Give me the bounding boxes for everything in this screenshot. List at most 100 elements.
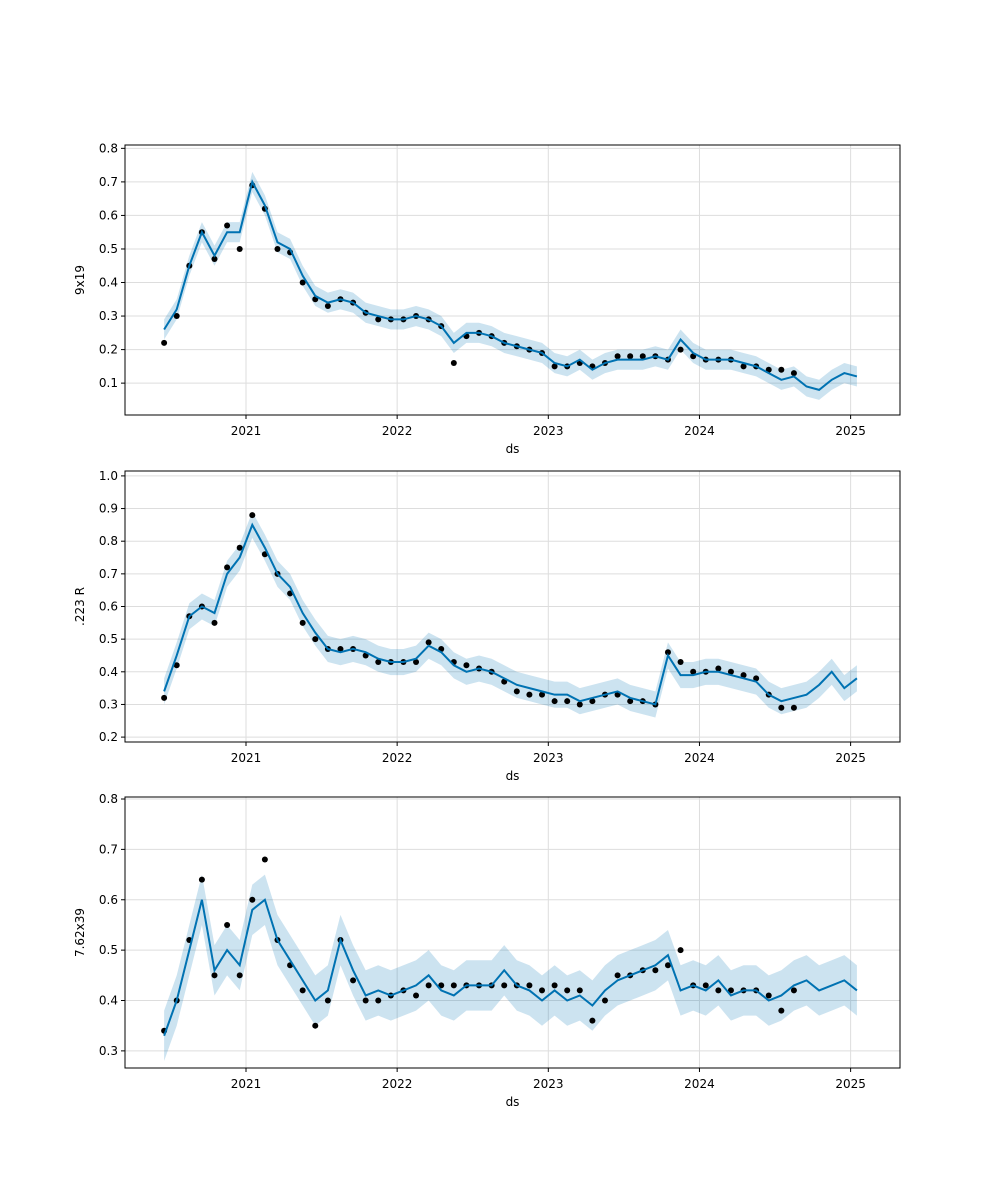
observed-point (564, 698, 571, 705)
observed-point (539, 987, 546, 994)
y-tick-label: 1.0 (99, 469, 118, 483)
observed-point (312, 636, 319, 643)
subplot-3: 2021 2022 2023 2024 2025 0.3 0.4 0.5 0.6 0.7 0.8 ds… (73, 792, 901, 1109)
x-tick-label: 2021 (231, 424, 262, 438)
observed-point (513, 688, 520, 695)
observed-point (161, 339, 168, 346)
x-tick-label: 2024 (684, 751, 715, 765)
observed-point (413, 992, 420, 999)
observed-point (249, 512, 256, 519)
observed-point (778, 704, 785, 711)
axes-frame (124, 470, 901, 743)
y-tick-label: 0.6 (99, 600, 118, 614)
observed-point (614, 353, 621, 360)
observed-point (274, 245, 281, 252)
y-tick-label: 0.6 (99, 208, 118, 222)
observed-point (778, 1007, 785, 1014)
observed-point (450, 360, 457, 367)
observed-point (664, 962, 671, 969)
observed-point (627, 353, 634, 360)
axes-frame (124, 796, 901, 1069)
forecast-line (163, 522, 858, 706)
x-axis-label: ds (506, 1095, 520, 1109)
y-axis-label: 7.62x39 (73, 908, 87, 957)
y-tick-label: 0.3 (99, 1044, 118, 1058)
observed-point (299, 279, 306, 286)
observed-point (350, 977, 357, 984)
observed-point (375, 659, 382, 666)
observed-point (312, 1022, 319, 1029)
forecast-line (163, 898, 858, 1037)
observed-point (198, 876, 205, 883)
observed-point (337, 645, 344, 652)
x-tick-label: 2024 (684, 424, 715, 438)
x-tick-label: 2023 (533, 751, 564, 765)
observed-point (778, 366, 785, 373)
observed-point (173, 662, 180, 669)
y-tick-label: 0.2 (99, 343, 118, 357)
observed-point (224, 921, 231, 928)
y-tick-label: 0.5 (99, 242, 118, 256)
axes-frame (124, 144, 901, 416)
observed-point (261, 856, 268, 863)
observed-point (627, 698, 634, 705)
y-tick-label: 0.5 (99, 632, 118, 646)
observed-point (539, 691, 546, 698)
y-tick-label: 0.2 (99, 730, 118, 744)
x-axis-label: ds (506, 442, 520, 456)
y-tick-label: 0.7 (99, 175, 118, 189)
y-tick-label: 0.4 (99, 276, 118, 290)
observed-point (664, 649, 671, 656)
observed-point (551, 982, 558, 989)
x-tick-label: 2022 (382, 424, 413, 438)
x-tick-label: 2022 (382, 1077, 413, 1091)
observed-point (299, 619, 306, 626)
observed-point (677, 346, 684, 353)
y-tick-label: 0.4 (99, 665, 118, 679)
observed-point (740, 672, 747, 679)
x-tick-label: 2021 (231, 751, 262, 765)
y-tick-label: 0.3 (99, 697, 118, 711)
uncertainty-interval (164, 874, 857, 1061)
y-tick-label: 0.7 (99, 842, 118, 856)
observed-point (161, 694, 168, 701)
observed-point (753, 675, 760, 682)
observed-point (463, 662, 470, 669)
x-tick-label: 2023 (533, 424, 564, 438)
observed-point (224, 564, 231, 571)
observed-point (375, 997, 382, 1004)
observed-point (249, 896, 256, 903)
observed-point (715, 665, 722, 672)
observed-point (211, 972, 218, 979)
x-tick-label: 2024 (684, 1077, 715, 1091)
x-tick-label: 2025 (835, 751, 866, 765)
y-tick-label: 0.8 (99, 534, 118, 548)
observed-point (501, 982, 508, 989)
x-tick-label: 2025 (835, 424, 866, 438)
observed-point (576, 987, 583, 994)
x-tick-label: 2021 (231, 1077, 262, 1091)
y-tick-label: 0.1 (99, 376, 118, 390)
y-tick-label: 0.4 (99, 994, 118, 1008)
x-tick-label: 2025 (835, 1077, 866, 1091)
observed-point (450, 982, 457, 989)
observed-point (438, 982, 445, 989)
y-tick-label: 0.9 (99, 502, 118, 516)
y-tick-label: 0.8 (99, 792, 118, 806)
subplot-1: 2021 2022 2023 2024 2025 0.1 0.2 0.3 0.4 0.5 0.6 0.… (73, 141, 901, 456)
observed-point (790, 370, 797, 377)
observed-point (589, 698, 596, 705)
y-tick-label: 0.8 (99, 141, 118, 155)
forecast-line (163, 179, 858, 391)
observed-point (715, 987, 722, 994)
observed-point (677, 659, 684, 666)
observed-point (740, 363, 747, 370)
observed-point (236, 245, 243, 252)
observed-point (551, 363, 558, 370)
observed-point (425, 639, 432, 646)
observed-point (765, 992, 772, 999)
observed-point (702, 982, 709, 989)
observed-point (614, 972, 621, 979)
y-tick-label: 0.7 (99, 567, 118, 581)
y-tick-label: 0.5 (99, 943, 118, 957)
